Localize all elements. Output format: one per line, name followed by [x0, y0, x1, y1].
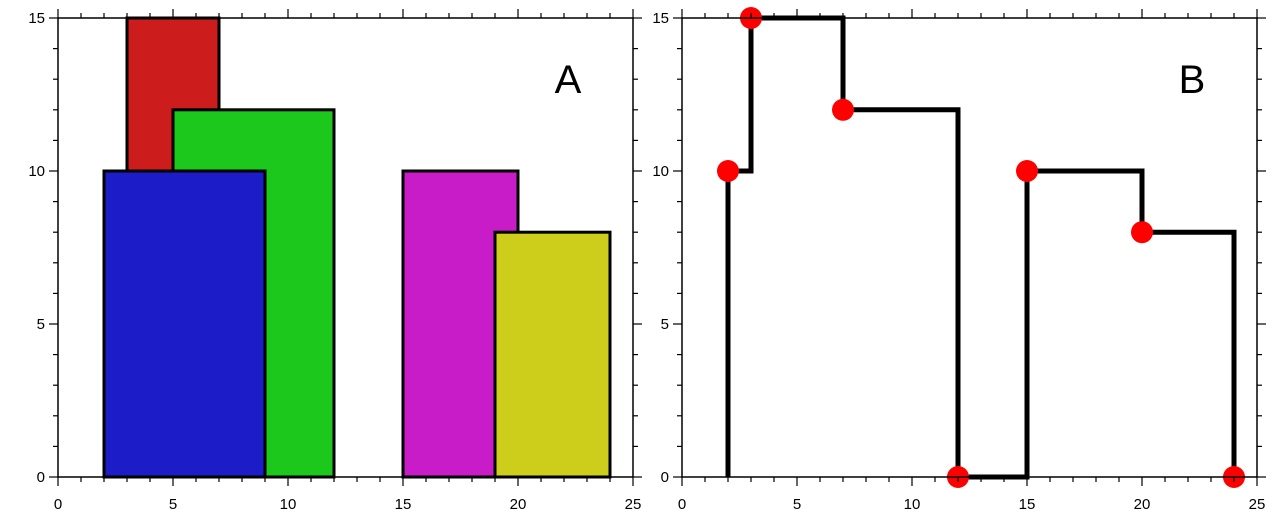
y-tick-label: 15: [652, 10, 669, 27]
key-point-5: [1016, 160, 1038, 182]
panel-label: B: [1179, 58, 1206, 102]
x-tick-label: 10: [904, 496, 921, 513]
x-tick-label: 20: [510, 496, 527, 513]
key-point-6: [1131, 221, 1153, 244]
y-tick-label: 0: [661, 469, 669, 486]
key-point-1: [717, 160, 739, 182]
x-tick-label: 15: [395, 496, 412, 513]
panel-b: 0 5 10 15 20 25 0 5 10 15 B: [652, 7, 1266, 513]
building-bar-3: [102, 169, 267, 479]
panel-a: 0 5 10 15 20 25 0 5 10 15 A: [28, 9, 642, 513]
x-tick-label: 25: [625, 496, 642, 513]
x-tick-label: 15: [1019, 496, 1036, 513]
y-tick-label: 10: [652, 163, 669, 180]
plot-frame: [681, 17, 1258, 478]
x-tick-label: 20: [1134, 496, 1151, 513]
building-bar-5: [493, 230, 612, 479]
key-point-3: [832, 98, 854, 121]
y-tick-label: 5: [661, 316, 669, 333]
y-tick-label: 10: [28, 163, 45, 180]
plot-frame: [57, 17, 634, 478]
y-tick-label: 5: [37, 316, 45, 333]
y-tick-label: 0: [37, 469, 45, 486]
x-tick-label: 0: [54, 496, 62, 513]
x-tick-label: 0: [678, 496, 686, 513]
skyline-line: [725, 15, 1237, 480]
y-tick-label: 15: [28, 10, 45, 27]
x-tick-label: 5: [169, 496, 177, 513]
x-tick-label: 25: [1249, 496, 1266, 513]
x-tick-label: 5: [793, 496, 801, 513]
panel-label: A: [555, 58, 582, 102]
x-tick-label: 10: [280, 496, 297, 513]
